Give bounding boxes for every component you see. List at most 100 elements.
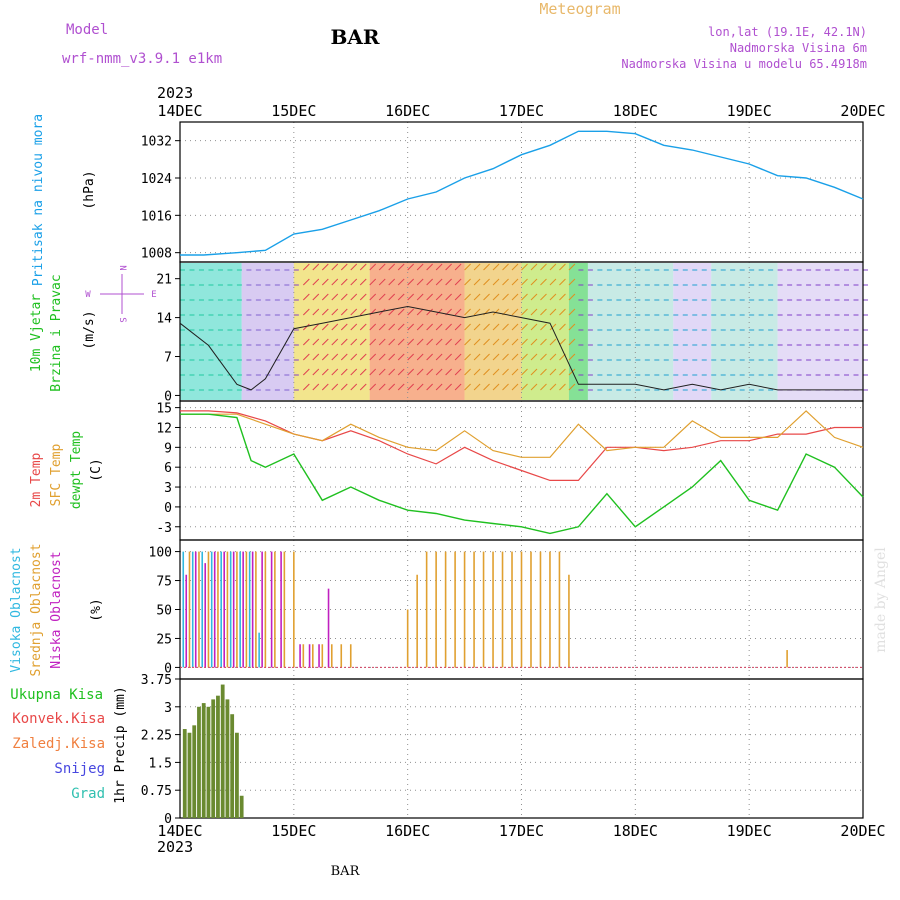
wind-barb xyxy=(464,353,471,361)
wind-barb xyxy=(473,308,481,316)
wind-barb xyxy=(435,293,443,301)
wind-barb xyxy=(435,308,443,316)
wind-barb xyxy=(331,278,339,286)
wind-barb xyxy=(473,383,481,391)
wind-barb xyxy=(340,323,348,331)
wind-barb xyxy=(559,383,566,391)
wind-barb xyxy=(473,368,481,376)
wind-barb xyxy=(302,293,310,301)
wind-barb xyxy=(340,383,348,391)
wind-barb xyxy=(454,308,462,316)
wind-barb xyxy=(540,383,547,391)
wind-barb xyxy=(492,293,500,301)
wind-barb xyxy=(511,278,519,286)
wind-barb xyxy=(321,368,329,376)
wind-barb xyxy=(397,263,405,271)
wind-barb xyxy=(454,383,462,391)
wind-ytick-label: 14 xyxy=(156,312,172,327)
wind-barb xyxy=(473,338,481,346)
wind-barb xyxy=(407,338,415,346)
wind-barb xyxy=(388,308,396,316)
wind-barb xyxy=(530,383,538,391)
xaxis-top-label: 16DEC xyxy=(385,102,430,120)
wind-barb xyxy=(397,308,405,316)
wind-barb xyxy=(321,383,329,391)
cloud-high-ylabel: Visoka Oblacnost xyxy=(9,547,24,672)
wind-barb xyxy=(369,383,377,391)
tsfc-ylabel: SFC Temp xyxy=(49,444,64,507)
precip-ytick-label: 3 xyxy=(164,701,172,716)
wind-barb xyxy=(321,293,329,301)
wind-barb xyxy=(388,323,396,331)
wind-barb xyxy=(359,368,367,376)
wind-barb xyxy=(397,338,405,346)
wind-barb xyxy=(473,323,481,331)
precip-bar xyxy=(201,703,206,818)
wind-barb xyxy=(312,293,320,301)
wind-barb xyxy=(321,263,329,271)
wind-barb xyxy=(407,368,415,376)
wind-barb xyxy=(568,368,576,376)
wind-barb xyxy=(540,293,547,301)
wind-barb xyxy=(426,308,433,316)
wind-barb xyxy=(483,383,490,391)
temp-ytick-label: 3 xyxy=(164,481,172,496)
wind-barb xyxy=(426,278,433,286)
wind-barb xyxy=(331,383,339,391)
wind-barb xyxy=(521,293,528,301)
wind-barb xyxy=(331,353,339,361)
pressure-unit: (hPa) xyxy=(82,170,97,209)
wind-barb xyxy=(492,308,500,316)
wind-barb xyxy=(369,338,377,346)
precip-bar xyxy=(239,795,244,818)
cloud-mid-ylabel: Srednja Oblacnost xyxy=(29,543,44,676)
wind-barb xyxy=(511,263,519,271)
legend-snijeg: Snijeg xyxy=(54,761,105,777)
wind-barb xyxy=(302,263,310,271)
wind-barb xyxy=(407,293,415,301)
wind-barb xyxy=(340,368,348,376)
wind-barb xyxy=(568,323,576,331)
wind-barb xyxy=(407,263,415,271)
model-name: wrf-nmm_v3.9.1 e1km xyxy=(62,51,222,67)
wind-barb xyxy=(321,338,329,346)
wind-barb xyxy=(359,263,367,271)
xaxis-bottom-label: 18DEC xyxy=(613,822,658,840)
wind-barb xyxy=(331,338,339,346)
wind-barb xyxy=(445,368,452,376)
wind-barb xyxy=(435,263,443,271)
wind-barb xyxy=(426,263,433,271)
wind-barb xyxy=(521,353,528,361)
pressure-ylabel: Pritisak na nivou mora xyxy=(31,114,46,286)
dewpt-ylabel: dewpt Temp xyxy=(69,431,84,509)
compass-east: E xyxy=(151,290,156,300)
wind-barb xyxy=(540,323,547,331)
wind-barb xyxy=(331,293,339,301)
wind-barb xyxy=(549,263,557,271)
wind-barb xyxy=(435,278,443,286)
wind-barb xyxy=(502,293,509,301)
wind-barb xyxy=(549,293,557,301)
precip-bar xyxy=(192,725,197,818)
wind-barb xyxy=(388,293,396,301)
temp-ytick-label: 6 xyxy=(164,461,172,476)
precip-bar xyxy=(187,732,192,818)
precip-ytick-label: 2.25 xyxy=(141,729,172,744)
compass-rose-icon: N S W E xyxy=(85,265,156,322)
wind-barb xyxy=(445,263,452,271)
legend-zaledj-kisa: Zaledj.Kisa xyxy=(12,736,105,752)
wind-barb xyxy=(492,323,500,331)
wind-barb xyxy=(445,278,452,286)
wind-barb xyxy=(321,353,329,361)
wind-barb xyxy=(511,353,519,361)
wind-barb xyxy=(388,338,396,346)
wind-barb-band-3 xyxy=(369,263,465,400)
wind-barb xyxy=(407,383,415,391)
xaxis-top-label: 18DEC xyxy=(613,102,658,120)
wind-barb xyxy=(416,368,424,376)
wind-barb xyxy=(559,278,566,286)
pressure-ytick-label: 1024 xyxy=(141,172,172,187)
wind-ytick-label: 7 xyxy=(164,351,172,366)
precip-bar xyxy=(197,706,201,818)
wind-barb xyxy=(397,368,405,376)
